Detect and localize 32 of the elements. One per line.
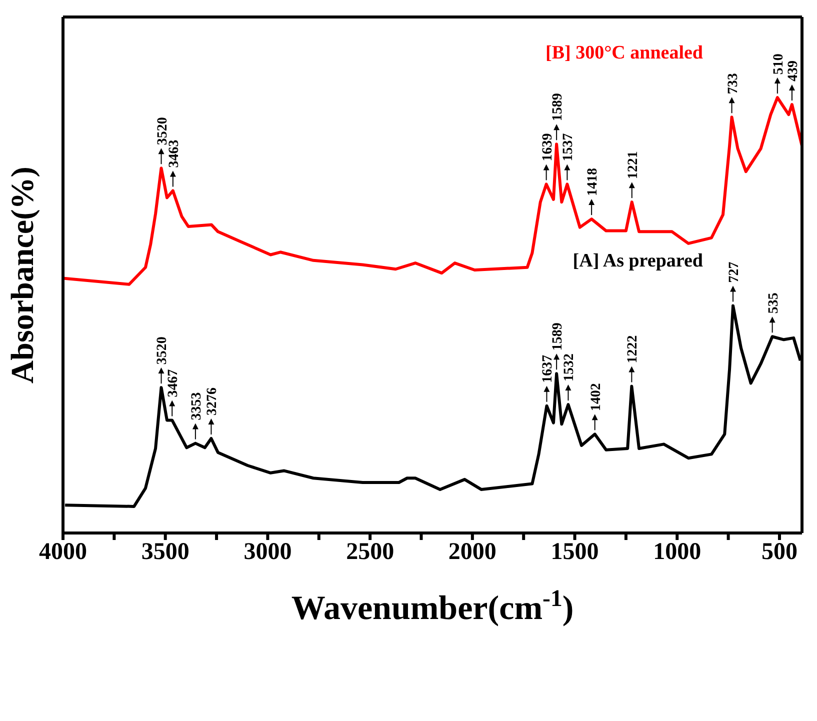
annotation: 733 xyxy=(726,73,741,94)
annotation: 1402 xyxy=(588,383,604,412)
annotation: 1589 xyxy=(550,322,566,351)
annotation: 1639 xyxy=(540,133,556,162)
y-axis-title: Absorbance(%) xyxy=(4,166,40,384)
annotation: 727 xyxy=(727,262,742,283)
text: [A] As prepared xyxy=(572,250,704,272)
text: [B] 300°C annealed xyxy=(546,42,704,64)
annotation: 1222 xyxy=(626,335,641,364)
x-tick-label: 2500 xyxy=(346,539,394,566)
annotation: 535 xyxy=(766,292,782,314)
x-tick-label: 3000 xyxy=(244,539,292,566)
x-tick-label: 4000 xyxy=(39,539,87,566)
annotation: 1589 xyxy=(550,93,566,122)
annotation: 1637 xyxy=(540,354,556,383)
annotation: 3520 xyxy=(155,336,170,365)
annotation: 1532 xyxy=(562,354,578,382)
annotation: 1221 xyxy=(626,151,641,180)
x-axis-title: Wavenumber(cm$^{-1}$) xyxy=(291,586,574,627)
annotation: 510 xyxy=(771,54,786,75)
annotation: 3276 xyxy=(205,388,220,416)
annotation: 439 xyxy=(786,60,801,82)
annotation: 1537 xyxy=(561,133,576,162)
x-tick-label: 2000 xyxy=(448,539,496,566)
annotation: 3467 xyxy=(166,369,182,398)
x-tick-label: 1500 xyxy=(550,539,599,566)
annotation: 3353 xyxy=(189,392,204,420)
annotation: 3463 xyxy=(166,140,182,168)
x-tick-label: 1000 xyxy=(653,539,702,566)
annotation: 1418 xyxy=(586,168,601,196)
x-tick-label: 3500 xyxy=(141,539,190,566)
x-tick-label: 500 xyxy=(761,539,798,566)
